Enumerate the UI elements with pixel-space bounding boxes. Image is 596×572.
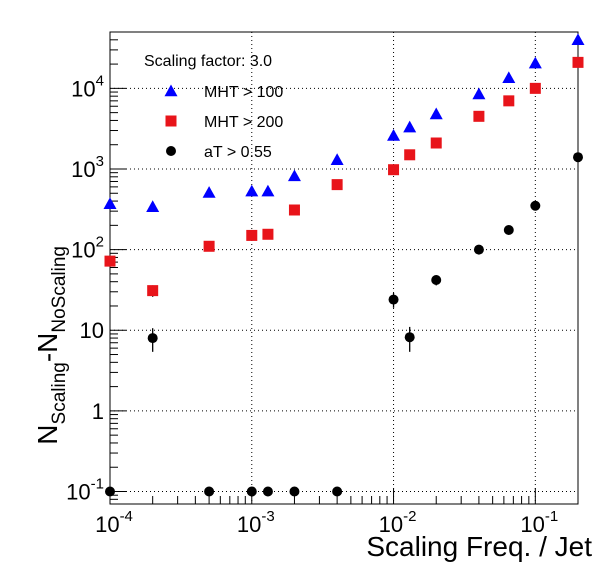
- square-point: [430, 137, 442, 149]
- y-tick-label-exponent: -1: [91, 476, 104, 493]
- x-tick-label-base: 10: [95, 512, 119, 537]
- circle-point: [404, 332, 415, 343]
- triangle-point: [261, 184, 275, 197]
- y-axis-title-sub2: NoScaling: [49, 246, 70, 333]
- y-tick-label: 10-1: [66, 476, 104, 505]
- y-tick-label-base: 1: [92, 399, 104, 424]
- legend-marker-circle: [166, 146, 176, 156]
- circle-point: [262, 486, 273, 497]
- x-axis-title: Scaling Freq. / Jet: [366, 531, 592, 562]
- square-point: [331, 179, 343, 191]
- circle-point: [204, 486, 215, 497]
- triangle-point: [403, 120, 417, 133]
- triangle-point: [387, 129, 401, 141]
- square-point: [503, 95, 515, 107]
- legend-label: MHT > 200: [204, 114, 283, 131]
- y-axis-title-main: N: [32, 424, 63, 444]
- legend-marker-triangle: [164, 84, 178, 97]
- square-point: [473, 110, 485, 122]
- legend-item: MHT > 100: [164, 84, 283, 101]
- y-tick-label-base: 10: [66, 480, 90, 505]
- square-point: [246, 229, 258, 241]
- triangle-point: [202, 186, 216, 198]
- legend-label: aT > 0.55: [204, 144, 272, 161]
- y-tick-label: 104: [71, 72, 104, 101]
- y-tick-label-exponent: 2: [96, 234, 104, 251]
- triangle-point: [330, 153, 344, 166]
- x-tick-label-base: 10: [520, 512, 544, 537]
- y-axis-title: NScaling-NNoScaling: [32, 246, 70, 445]
- circle-point: [388, 294, 399, 305]
- legend-item: MHT > 200: [165, 114, 283, 131]
- circle-point: [289, 486, 300, 497]
- triangle-point: [571, 33, 585, 46]
- triangle-point: [287, 169, 301, 182]
- circle-point: [431, 274, 442, 285]
- square-point: [203, 240, 215, 252]
- x-tick-label-exponent: -1: [545, 508, 558, 525]
- square-point: [388, 164, 400, 176]
- circle-point: [332, 486, 343, 497]
- scaling-factor-annotation: Scaling factor: 3.0: [144, 53, 272, 70]
- x-tick-label-base: 10: [379, 512, 403, 537]
- y-tick-label: 103: [71, 153, 104, 182]
- square-point: [404, 149, 416, 161]
- y-tick-label-exponent: 3: [96, 153, 104, 170]
- legend-label: MHT > 100: [204, 84, 283, 101]
- y-tick-label-base: 10: [71, 76, 95, 101]
- triangle-point: [146, 200, 160, 212]
- data-series: [103, 33, 585, 497]
- y-tick-label-base: 10: [80, 318, 104, 343]
- triangle-point: [429, 107, 443, 120]
- triangle-point: [103, 197, 117, 210]
- x-tick-label: 10-2: [379, 508, 417, 537]
- y-tick-label: 1: [92, 399, 104, 424]
- x-tick-label-exponent: -3: [261, 508, 274, 525]
- series-circle: [105, 152, 583, 497]
- triangle-point: [528, 56, 542, 69]
- square-point: [572, 56, 584, 68]
- square-point: [288, 204, 300, 216]
- y-axis-title-sub1: Scaling: [49, 362, 70, 424]
- series-triangle: [103, 33, 585, 212]
- circle-point: [530, 200, 541, 211]
- legend-item: aT > 0.55: [166, 144, 272, 161]
- legend: MHT > 100 MHT > 200 aT > 0.55: [164, 84, 283, 161]
- circle-point: [503, 225, 514, 236]
- circle-point: [147, 333, 158, 344]
- y-axis-title-dash: -N: [32, 333, 63, 363]
- series-square: [104, 56, 584, 297]
- square-point: [104, 255, 116, 267]
- triangle-point: [502, 71, 516, 84]
- x-tick-label-exponent: -4: [120, 508, 133, 525]
- y-tick-label-base: 10: [71, 238, 95, 263]
- x-tick-label-exponent: -2: [403, 508, 416, 525]
- circle-point: [105, 486, 115, 497]
- legend-marker-square: [165, 115, 177, 127]
- triangle-point: [472, 87, 486, 100]
- circle-point: [573, 152, 583, 163]
- y-tick-label-base: 10: [71, 157, 95, 182]
- square-point: [529, 82, 541, 94]
- y-tick-label: 10: [80, 318, 104, 343]
- x-tick-label: 10-1: [520, 508, 558, 537]
- x-tick-label-base: 10: [237, 512, 261, 537]
- square-point: [262, 228, 274, 240]
- y-tick-label: 102: [71, 234, 104, 263]
- triangle-point: [245, 184, 259, 197]
- circle-point: [473, 244, 484, 255]
- x-tick-label: 10-4: [95, 508, 133, 537]
- y-tick-label-exponent: 4: [96, 72, 104, 89]
- circle-point: [246, 486, 257, 497]
- square-point: [147, 285, 159, 297]
- x-tick-label: 10-3: [237, 508, 275, 537]
- axis-ticks: [109, 39, 579, 504]
